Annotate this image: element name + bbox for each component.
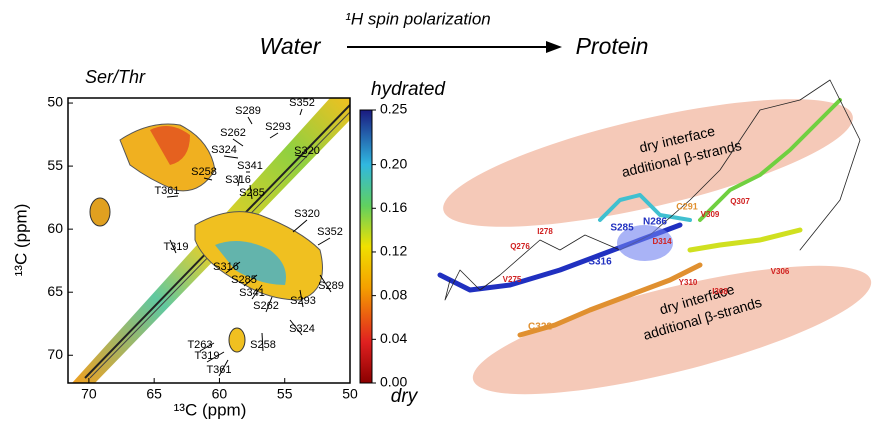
x-tick-label: 55 [277, 386, 293, 402]
y-tick-label: 70 [47, 346, 63, 362]
peak-pointer [270, 133, 278, 138]
peak [229, 328, 245, 352]
peak-label: S262 [253, 300, 279, 312]
colorbar-tick-label: 0.04 [380, 330, 407, 346]
figure: Water ¹H spin polarization Protein Ser/T… [0, 0, 878, 426]
peak-label: T319 [194, 350, 219, 362]
peak-label: S289 [235, 105, 261, 117]
strand [690, 230, 800, 250]
colorbar [360, 110, 372, 383]
residue-label: D314 [652, 237, 672, 246]
peak-label: S258 [250, 339, 276, 351]
colorbar-bottom-label: dry [391, 386, 419, 407]
residue-label: C291 [676, 201, 698, 211]
residue-label: Y310 [679, 278, 698, 287]
residue-label: C322 [528, 322, 552, 333]
peak-label: S341 [239, 287, 265, 299]
residue-label: Q276 [510, 242, 530, 251]
y-axis-label: ¹³C (ppm) [11, 204, 30, 277]
arrow-head [546, 41, 562, 53]
peak-pointer [248, 117, 252, 124]
peak-pointer [293, 220, 307, 232]
peak-label: S352 [289, 97, 315, 109]
colorbar-ticks: 0.250.200.160.120.080.040.00 [372, 101, 407, 390]
peak-label: S293 [290, 295, 316, 307]
residue-label: Q307 [730, 197, 750, 206]
peak-label: S352 [317, 226, 343, 238]
peak [90, 198, 110, 226]
peak-label: T361 [206, 364, 231, 376]
colorbar-tick-label: 0.25 [380, 101, 407, 117]
peak-label: T319 [163, 241, 188, 253]
peak-label: S324 [289, 323, 315, 335]
residue-label: I308 [712, 287, 728, 296]
peak-label: S316 [225, 174, 251, 186]
peak-pointer [224, 156, 238, 158]
y-tick-label: 55 [47, 157, 63, 173]
y-tick-label: 60 [47, 220, 63, 236]
peak-label: S320 [294, 208, 320, 220]
peak-label: S341 [237, 160, 263, 172]
peak-label: S293 [265, 121, 291, 133]
spectrum-title: Ser/Thr [85, 67, 146, 87]
x-tick-label: 70 [81, 386, 97, 402]
peak-label: S289 [318, 280, 344, 292]
x-tick-label: 60 [212, 386, 228, 402]
residue-label: S316 [588, 257, 612, 268]
peak-label: T361 [154, 185, 179, 197]
residue-label: N286 [643, 217, 667, 228]
colorbar-tick-label: 0.12 [380, 243, 407, 259]
peak-pointer [300, 109, 302, 115]
y-tick-label: 50 [47, 94, 63, 110]
residue-label: V306 [771, 267, 790, 276]
residue-label: S285 [610, 223, 634, 234]
colorbar-tick-label: 0.16 [380, 199, 407, 215]
peak-label: S262 [220, 127, 246, 139]
residue-label: V309 [701, 210, 720, 219]
residue-label: I278 [537, 227, 553, 236]
x-axis-label: ¹³C (ppm) [174, 400, 247, 419]
peak-pointer [318, 238, 330, 245]
residue-label: V275 [503, 275, 522, 284]
peak-label: S316 [213, 261, 239, 273]
colorbar-tick-label: 0.20 [380, 155, 407, 171]
colorbar-tick-label: 0.08 [380, 286, 407, 302]
arrow-label: ¹H spin polarization [345, 9, 491, 28]
source-label: Water [260, 33, 322, 59]
peak-label: S285 [231, 274, 257, 286]
peak-label: S285 [239, 187, 265, 199]
y-tick-label: 65 [47, 283, 63, 299]
colorbar-top-label: hydrated [371, 79, 446, 100]
peak-label: S320 [294, 145, 320, 157]
peak-label: S324 [211, 144, 237, 156]
x-tick-label: 50 [342, 386, 358, 402]
peak-label: S258 [191, 166, 217, 178]
x-tick-label: 65 [146, 386, 162, 402]
target-label: Protein [576, 33, 649, 59]
